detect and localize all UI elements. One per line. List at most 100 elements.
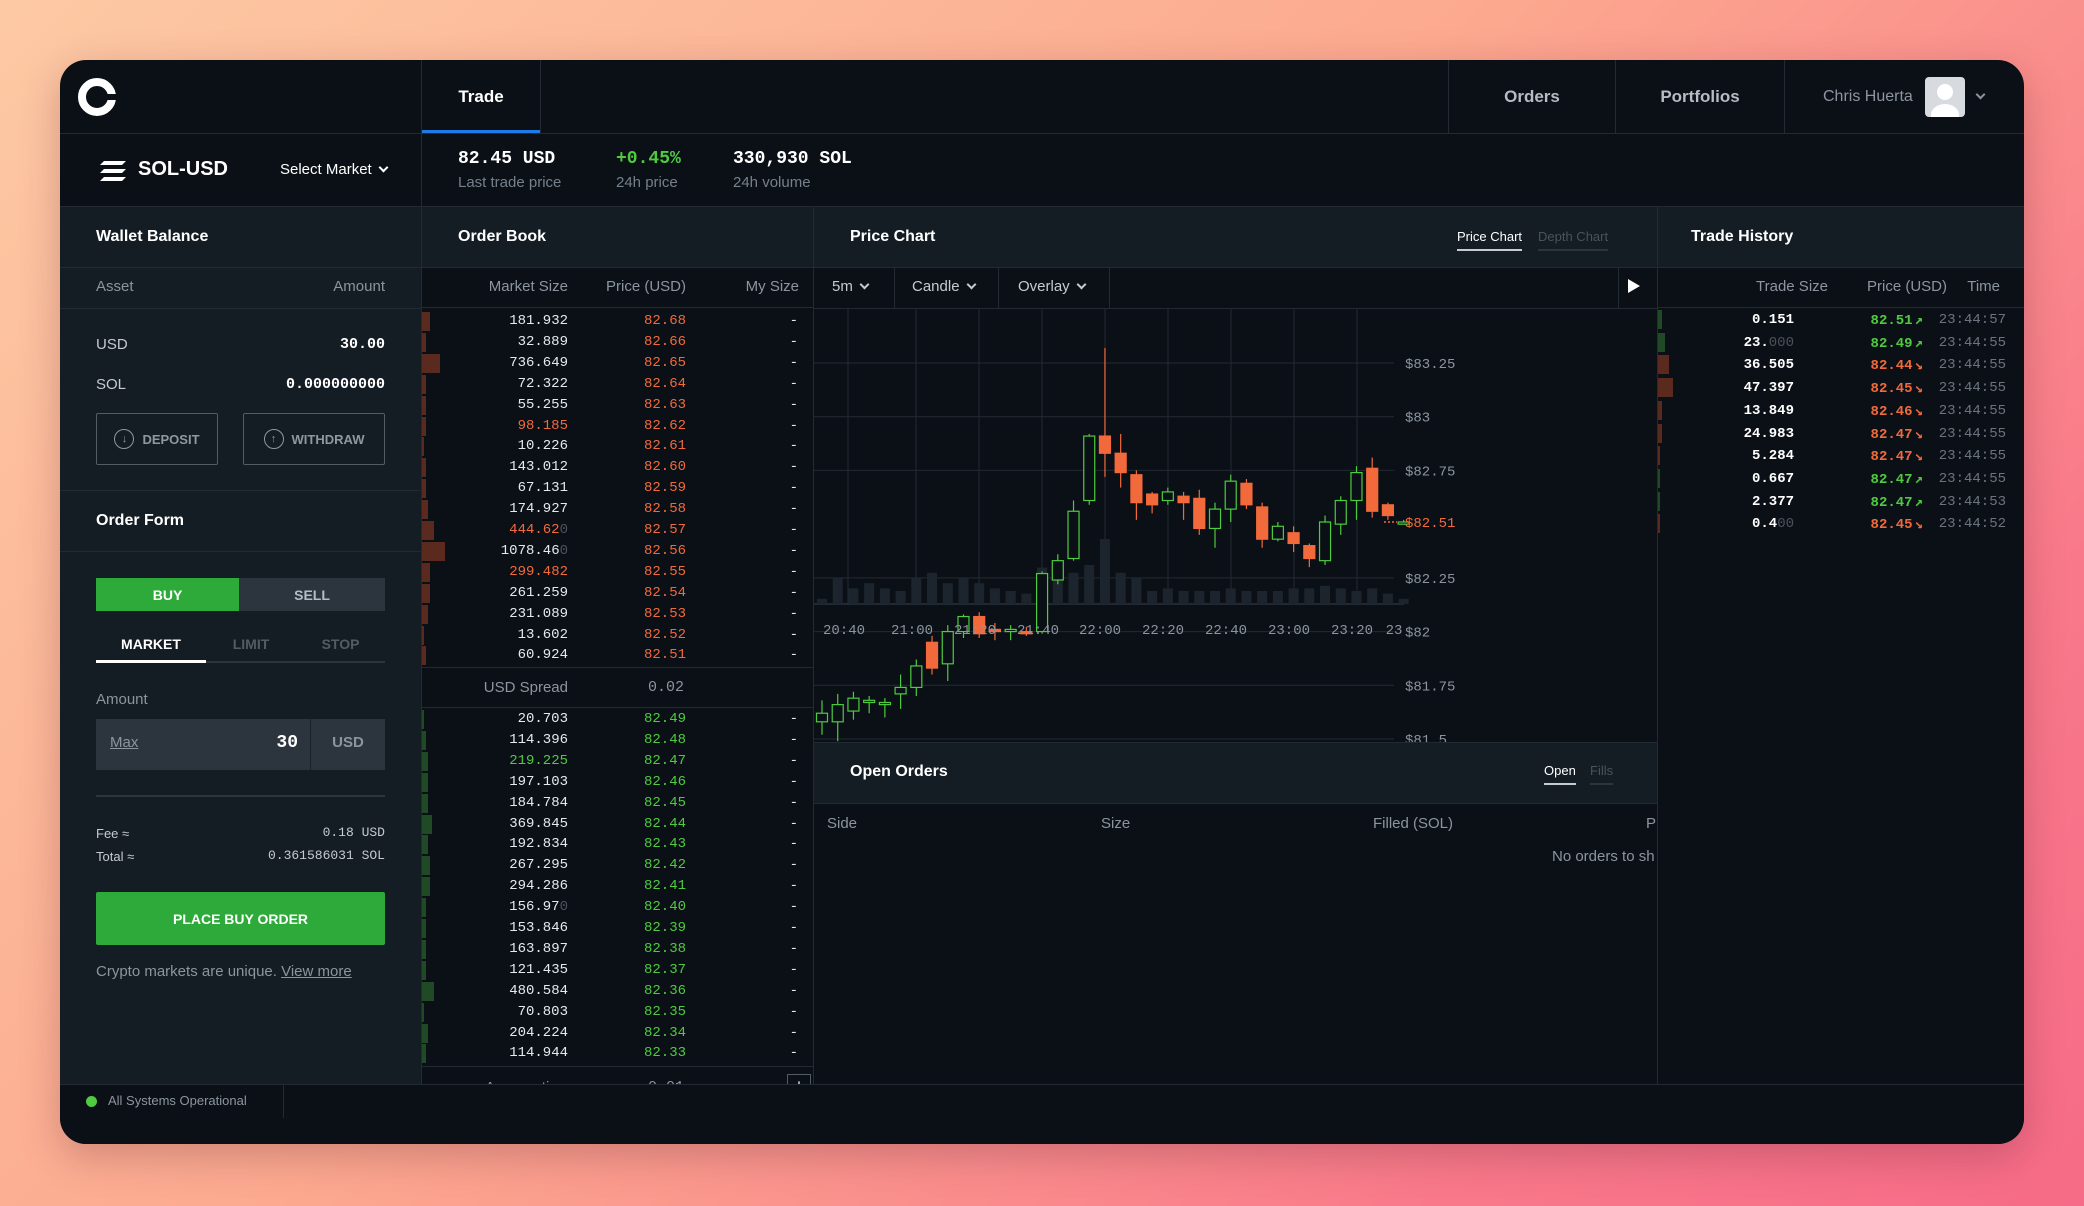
depth-bar bbox=[422, 710, 424, 729]
ob-row[interactable]: 13.602 82.52 - bbox=[422, 625, 812, 646]
trade-size: 2.377 bbox=[1752, 494, 1794, 510]
ob-row[interactable]: 163.897 82.38 - bbox=[422, 939, 812, 960]
ob-row[interactable]: 114.396 82.48 - bbox=[422, 730, 812, 751]
ob-row[interactable]: 70.803 82.35 - bbox=[422, 1002, 812, 1023]
candle bbox=[1318, 515, 1332, 565]
ob-size-value: 184.784 bbox=[509, 794, 568, 811]
ob-row[interactable]: 72.322 82.64 - bbox=[422, 374, 812, 395]
ob-row[interactable]: 60.924 82.51 - bbox=[422, 645, 812, 666]
ob-row[interactable]: 204.224 82.34 - bbox=[422, 1023, 812, 1044]
depth-bar bbox=[422, 730, 426, 750]
amount-field[interactable]: Max 30 USD bbox=[96, 719, 385, 770]
ob-my-size: - bbox=[789, 731, 798, 748]
ob-my-size: - bbox=[789, 961, 798, 978]
price-chart-title: Price Chart bbox=[850, 228, 936, 245]
ob-row[interactable]: 10.226 82.61 - bbox=[422, 436, 812, 457]
max-link[interactable]: Max bbox=[110, 734, 139, 751]
chart-type-dropdown[interactable]: Candle bbox=[912, 278, 976, 295]
ob-size-value: 67.131 bbox=[517, 480, 568, 497]
ob-row[interactable]: 231.089 82.53 - bbox=[422, 604, 812, 625]
ob-row[interactable]: 219.225 82.47 - bbox=[422, 751, 812, 772]
candle bbox=[1271, 521, 1284, 542]
ob-price: 82.59 bbox=[643, 480, 686, 497]
select-market-dropdown[interactable]: Select Market bbox=[280, 161, 389, 178]
wallet-asset-usd: USD bbox=[96, 336, 128, 353]
ob-size: 60.924 bbox=[518, 647, 568, 663]
ob-row[interactable]: 444.620 82.57 - bbox=[422, 520, 812, 541]
tab-stop[interactable]: STOP bbox=[321, 636, 360, 652]
tab-portfolios[interactable]: Portfolios bbox=[1660, 86, 1740, 106]
ob-row[interactable]: 143.012 82.60 - bbox=[422, 457, 812, 478]
y-tick-label: $81.75 bbox=[1405, 679, 1455, 695]
trade-size: 23.000 bbox=[1744, 335, 1794, 351]
ob-my-size: - bbox=[789, 396, 798, 413]
candle-body bbox=[1130, 474, 1143, 504]
tab-fills[interactable]: Fills bbox=[1590, 763, 1614, 785]
ob-my-size: - bbox=[789, 459, 798, 476]
volume-label: 24h volume bbox=[733, 174, 811, 191]
chart-type-label: Candle bbox=[912, 278, 960, 295]
tab-orders[interactable]: Orders bbox=[1504, 86, 1560, 106]
ob-row[interactable]: 174.927 82.58 - bbox=[422, 499, 812, 520]
tab-depth-chart[interactable]: Depth Chart bbox=[1538, 229, 1609, 251]
x-tick-label: 22:00 bbox=[1079, 623, 1121, 639]
amount-label: Amount bbox=[96, 691, 148, 708]
depth-bar bbox=[422, 416, 426, 436]
trade-time: 23:44:55 bbox=[1938, 425, 2006, 442]
candle-body bbox=[1004, 628, 1017, 633]
user-menu[interactable]: Chris Huerta bbox=[1785, 60, 2024, 133]
ob-row[interactable]: 32.889 82.66 - bbox=[422, 332, 812, 353]
tab-trade[interactable]: Trade bbox=[458, 86, 504, 106]
ob-row[interactable]: 55.255 82.63 - bbox=[422, 395, 812, 416]
ob-row[interactable]: 181.932 82.68 - bbox=[422, 311, 812, 332]
trade-size-value: 0.667 bbox=[1751, 470, 1794, 487]
ob-size: 480.584 bbox=[509, 983, 568, 999]
tab-limit[interactable]: LIMIT bbox=[232, 636, 270, 652]
ob-row[interactable]: 267.295 82.42 - bbox=[422, 855, 812, 876]
ob-row[interactable]: 20.703 82.49 - bbox=[422, 709, 812, 730]
ob-row[interactable]: 121.435 82.37 - bbox=[422, 960, 812, 981]
ob-row[interactable]: 98.185 82.62 - bbox=[422, 416, 812, 437]
ob-row[interactable]: 197.103 82.46 - bbox=[422, 772, 812, 793]
amount-value[interactable]: 30 bbox=[276, 733, 298, 753]
status-bar bbox=[60, 1085, 2024, 1144]
tab-open[interactable]: Open bbox=[1544, 763, 1576, 785]
place-buy-order-button[interactable]: PLACE BUY ORDER bbox=[96, 892, 385, 945]
ob-row[interactable]: 294.286 82.41 - bbox=[422, 876, 812, 897]
tab-active-indicator bbox=[422, 130, 540, 133]
th-price-header: Price (USD) bbox=[1866, 278, 1947, 295]
ob-row[interactable]: 184.784 82.45 - bbox=[422, 793, 812, 814]
ob-row[interactable]: 153.846 82.39 - bbox=[422, 918, 812, 939]
ob-price: 82.44 bbox=[643, 815, 686, 832]
candle-body bbox=[1381, 504, 1395, 517]
price-chart[interactable]: $83.25$83$82.75$82.25$82$81.75$81.5$82.5… bbox=[814, 309, 1657, 749]
depth-bar bbox=[422, 919, 426, 938]
ob-row[interactable]: 369.845 82.44 - bbox=[422, 814, 812, 835]
buy-toggle[interactable]: BUY bbox=[96, 578, 239, 611]
trade-price-value: 82.51 bbox=[1870, 313, 1913, 329]
play-icon[interactable] bbox=[1628, 279, 1640, 293]
ob-row[interactable]: 299.482 82.55 - bbox=[422, 562, 812, 583]
ob-row[interactable]: 192.834 82.43 - bbox=[422, 834, 812, 855]
withdraw-button[interactable]: ↑ WITHDRAW bbox=[243, 413, 385, 465]
tab-price-chart[interactable]: Price Chart bbox=[1457, 229, 1523, 251]
candle-body bbox=[1271, 525, 1284, 540]
view-more-link[interactable]: View more bbox=[281, 963, 352, 980]
ob-row[interactable]: 1078.460 82.56 - bbox=[422, 541, 812, 562]
ob-row[interactable]: 156.970 82.40 - bbox=[422, 897, 812, 918]
interval-dropdown[interactable]: 5m bbox=[832, 278, 870, 295]
ob-row[interactable]: 114.944 82.33 - bbox=[422, 1043, 812, 1064]
ob-price: 82.47 bbox=[643, 752, 686, 769]
logo-icon[interactable] bbox=[78, 78, 117, 116]
ob-row[interactable]: 67.131 82.59 - bbox=[422, 478, 812, 499]
overlay-dropdown[interactable]: Overlay bbox=[1018, 278, 1087, 295]
trade-size-dim: 00 bbox=[1777, 516, 1794, 533]
ob-row[interactable]: 736.649 82.65 - bbox=[422, 353, 812, 374]
ob-row[interactable]: 480.584 82.36 - bbox=[422, 981, 812, 1002]
deposit-button[interactable]: ↓ DEPOSIT bbox=[96, 413, 218, 465]
volume-bar bbox=[989, 588, 1000, 604]
ob-row[interactable]: 261.259 82.54 - bbox=[422, 583, 812, 604]
sell-toggle[interactable]: SELL bbox=[239, 578, 385, 611]
candle-body bbox=[957, 615, 970, 633]
tab-market[interactable]: MARKET bbox=[121, 636, 181, 652]
